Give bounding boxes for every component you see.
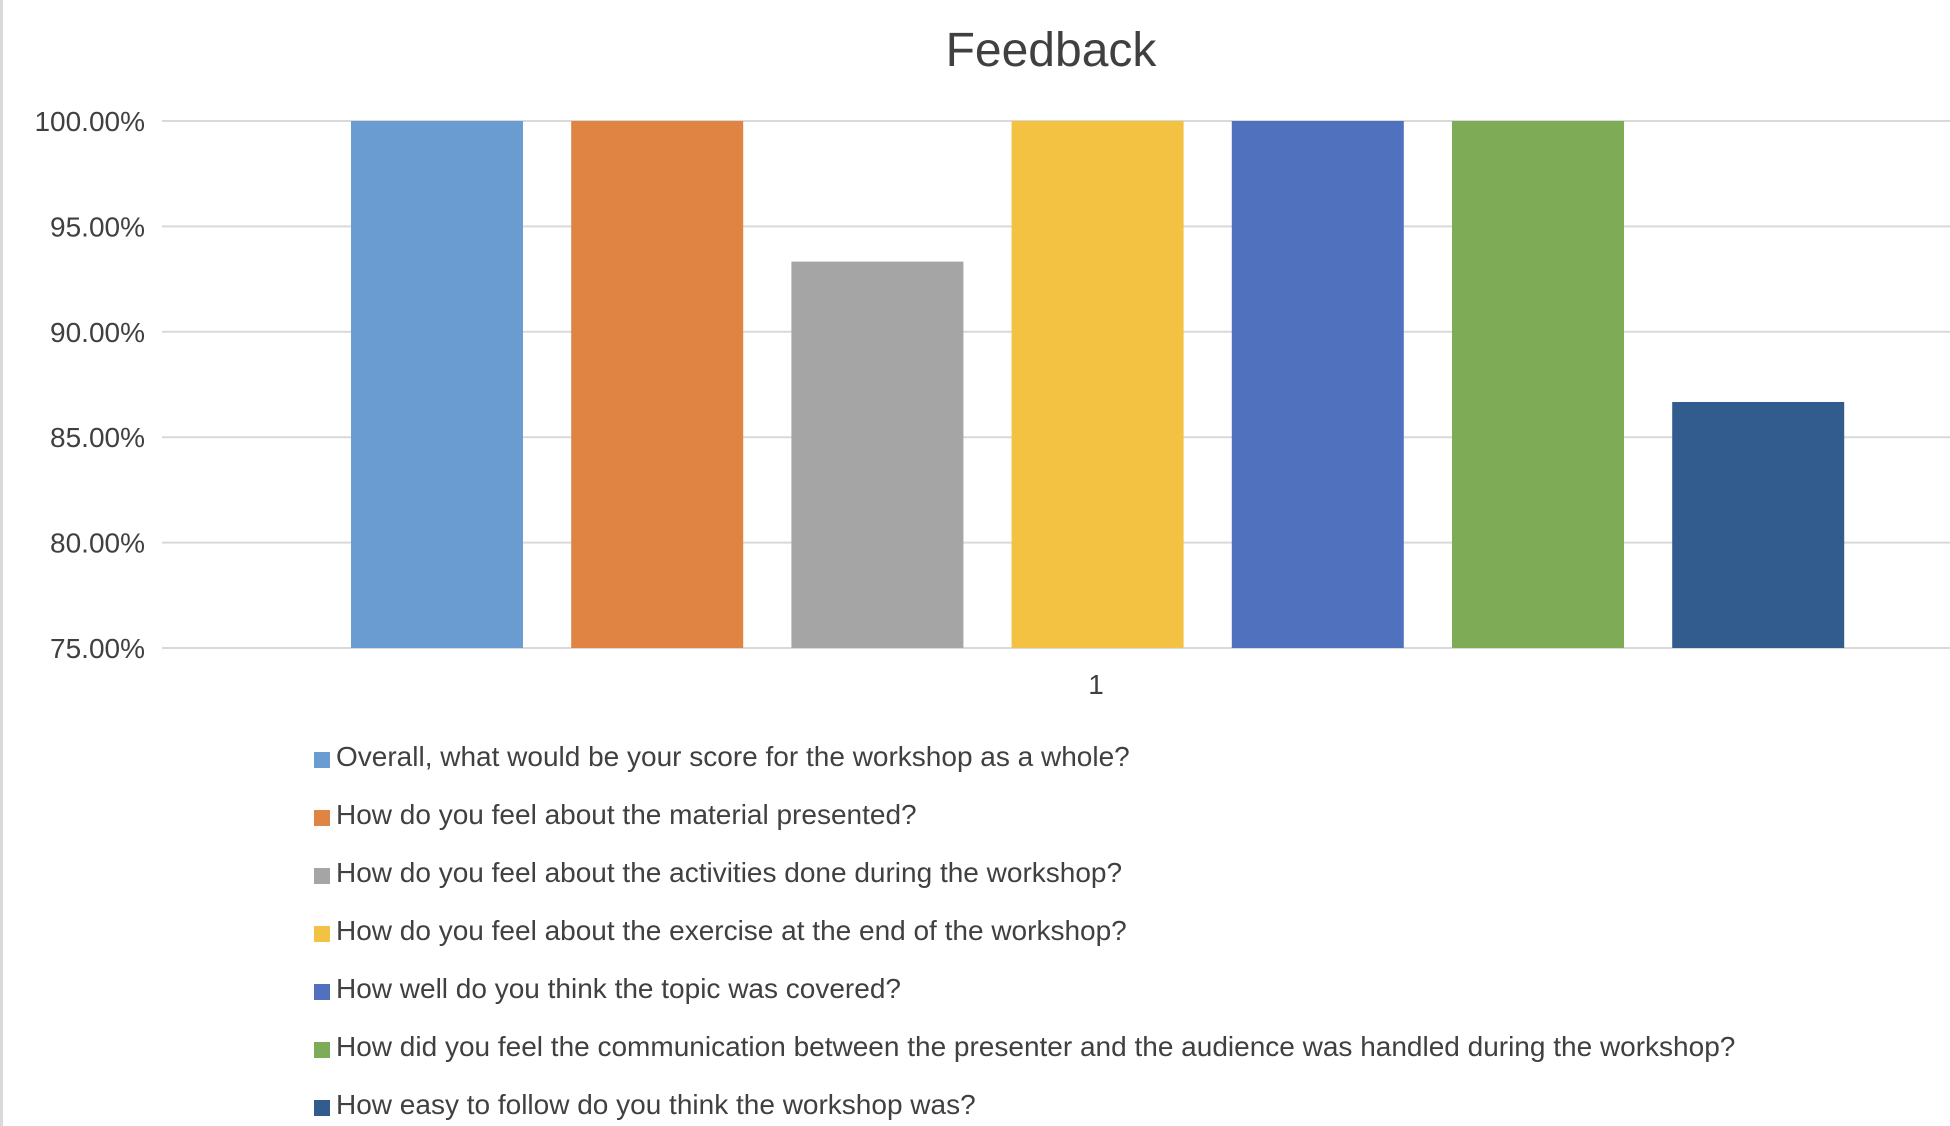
legend-swatch: [314, 810, 330, 826]
bar-series-1: [351, 121, 523, 648]
legend-swatch: [314, 926, 330, 942]
y-tick-label: 80.00%: [50, 528, 145, 559]
legend-item: How did you feel the communication betwe…: [314, 1018, 1934, 1076]
x-axis-categories: 1: [1088, 669, 1104, 700]
legend-label: How did you feel the communication betwe…: [336, 1031, 1736, 1062]
legend-item: How do you feel about the activities don…: [314, 844, 1934, 902]
legend-label: How easy to follow do you think the work…: [336, 1089, 976, 1120]
legend-swatch: [314, 752, 330, 768]
legend-item: How easy to follow do you think the work…: [314, 1076, 1934, 1126]
chart-title: Feedback: [946, 24, 1158, 77]
legend-swatch: [314, 1042, 330, 1058]
legend-item: How do you feel about the exercise at th…: [314, 902, 1934, 960]
bar-series-5: [1231, 121, 1404, 648]
y-tick-label: 90.00%: [50, 317, 145, 348]
bar-series-6: [1452, 121, 1624, 648]
y-axis-ticks: 100.00% 95.00% 90.00% 85.00% 80.00% 75.00%: [34, 106, 145, 664]
legend-swatch: [314, 984, 330, 1000]
legend-item: How well do you think the topic was cove…: [314, 960, 1934, 1018]
x-category-label: 1: [1088, 669, 1104, 700]
legend-label: Overall, what would be your score for th…: [336, 741, 1130, 772]
legend-label: How do you feel about the activities don…: [336, 857, 1123, 888]
y-tick-label: 75.00%: [50, 633, 145, 664]
y-tick-label: 100.00%: [34, 106, 145, 137]
legend-item: Overall, what would be your score for th…: [314, 728, 1934, 786]
bars: [351, 121, 1845, 648]
bar-series-7: [1672, 401, 1845, 648]
legend: Overall, what would be your score for th…: [314, 728, 1934, 1126]
legend-label: How well do you think the topic was cove…: [336, 973, 901, 1004]
chart-left-border: [0, 0, 3, 1126]
legend-swatch: [314, 868, 330, 884]
bar-series-2: [571, 121, 744, 648]
bar-series-3: [791, 261, 964, 648]
bar-series-4: [1011, 121, 1184, 648]
legend-label: How do you feel about the material prese…: [336, 799, 917, 830]
legend-label: How do you feel about the exercise at th…: [336, 915, 1127, 946]
legend-item: How do you feel about the material prese…: [314, 786, 1934, 844]
legend-swatch: [314, 1100, 330, 1116]
y-tick-label: 95.00%: [50, 211, 145, 242]
y-tick-label: 85.00%: [50, 422, 145, 453]
